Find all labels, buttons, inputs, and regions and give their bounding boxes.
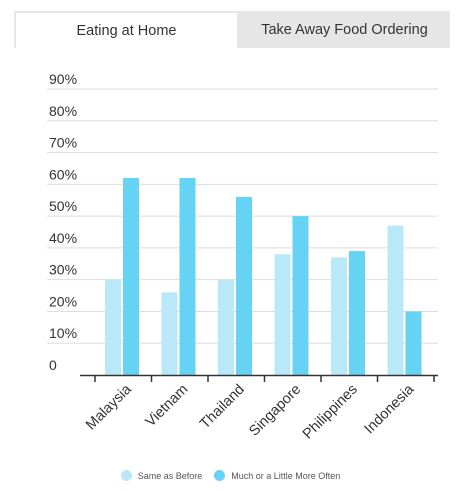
bar <box>236 197 252 375</box>
legend-label-more-often: Much or a Little More Often <box>231 470 341 481</box>
y-tick-label: 20% <box>49 293 77 309</box>
bar <box>105 279 121 375</box>
bar <box>349 251 365 375</box>
bar <box>274 254 291 375</box>
bar <box>292 216 309 375</box>
bar <box>405 311 422 375</box>
x-category-label: Singapore <box>246 382 304 440</box>
x-category-label: Philippines <box>300 382 361 443</box>
y-tick-label: 0 <box>49 357 57 373</box>
bar <box>123 177 139 375</box>
bar <box>161 292 178 375</box>
y-tick-label: 40% <box>49 230 77 246</box>
y-tick-label: 30% <box>49 262 77 278</box>
tab-bar: Eating at Home Take Away Food Ordering <box>14 11 450 48</box>
y-tick-label: 60% <box>49 166 77 182</box>
x-category-label: Indonesia <box>362 381 418 437</box>
legend-label-same-as-before: Same as Before <box>137 470 203 481</box>
bar-chart: 0 10% 20% 30% 40% 50% 60% 70% 80% 90% Malaysia Viet… <box>47 71 438 443</box>
x-category-label: Malaysia <box>83 381 135 433</box>
y-tick-label: 10% <box>49 325 77 341</box>
bar <box>387 225 404 375</box>
tab-eating-at-home[interactable]: Eating at Home <box>14 11 239 48</box>
bar <box>218 279 234 375</box>
legend-item-same-as-before[interactable]: Same as Before <box>120 470 203 481</box>
y-tick-label: 90% <box>49 71 77 87</box>
bar <box>179 177 196 375</box>
chart-legend: Same as Before Much or a Little More Oft… <box>0 470 465 481</box>
x-category-label: Thailand <box>197 382 248 433</box>
legend-swatch-same-as-before <box>120 470 132 481</box>
x-category-label: Vietnam <box>143 382 192 431</box>
bar <box>331 257 347 375</box>
legend-swatch-more-often <box>214 470 226 481</box>
y-tick-label: 80% <box>49 103 77 119</box>
legend-item-more-often[interactable]: Much or a Little More Often <box>214 470 340 481</box>
y-tick-label: 70% <box>49 135 77 151</box>
y-tick-label: 50% <box>49 198 77 214</box>
tab-take-away-food-ordering[interactable]: Take Away Food Ordering <box>239 11 450 48</box>
